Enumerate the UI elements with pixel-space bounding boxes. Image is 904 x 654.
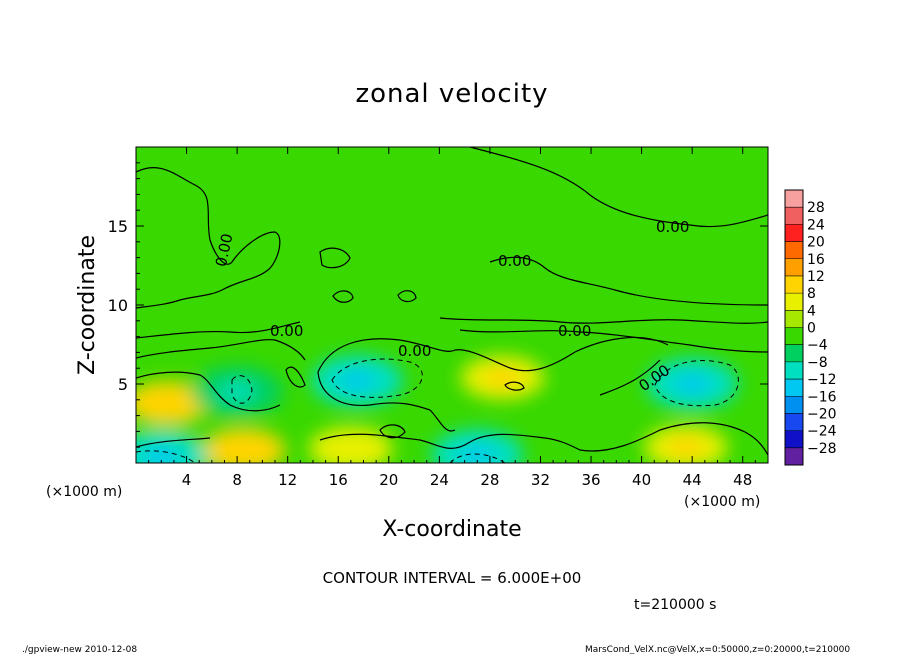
colorbar-swatch [785,361,803,380]
colorbar-swatch [785,344,803,363]
field-blob-core [332,438,369,459]
colorbar-label: −4 [807,338,828,354]
contour-label: 0.00 [656,218,689,236]
dashed-contours [136,358,739,463]
y-tick-label: 10 [108,296,128,315]
x-tick-label: 32 [531,471,550,489]
colorbar-label: −24 [807,424,837,440]
x-tick-label: 24 [430,471,449,489]
colorbar-label: 0 [807,321,816,337]
colorbar-swatch [785,379,803,397]
colorbar-label: 8 [807,286,816,302]
footer-left: ./gpview-new 2010-12-08 [22,645,137,654]
colorbar-swatch [785,258,803,277]
field-blob-core [339,370,376,391]
field-blob-core [674,374,711,394]
colorbar-label: 28 [807,200,825,216]
field-blob-core [667,437,704,458]
colorbar-swatch [785,430,803,449]
colorbar-label: −20 [807,406,837,422]
time-stamp: t=210000 s [634,597,716,613]
field-blob-core [225,440,262,461]
colorbar-swatch [785,224,803,242]
y-tick-label: 5 [118,375,128,394]
colorbar-swatch [785,190,803,208]
contour-label: 0.00 [498,252,531,270]
footer-right: MarsCond_VelX.nc@VelX,x=0:50000,z=0:2000… [585,645,850,654]
x-tick-label: 4 [182,471,192,489]
x-tick-label: 20 [379,471,398,489]
contour-label: 0.00 [558,322,591,340]
colorbar-swatch [785,207,803,225]
x-axis: 4 8 12 16 20 24 28 32 36 40 44 48 [148,147,769,489]
y-axis-label: Z-coordinate [75,235,100,375]
x-unit-label-right: (×1000 m) [684,494,760,510]
colorbar-swatch [785,293,803,311]
contour-interval: CONTOUR INTERVAL = 6.000E+00 [323,569,582,587]
contour-lines [136,147,768,456]
x-axis-label: X-coordinate [382,517,521,542]
colorbar-label: 12 [807,269,825,285]
colorbar-swatch [785,275,803,294]
contour-label: 0.00 [270,322,303,340]
x-tick-label: 36 [581,471,600,489]
colorbar-label: 4 [807,303,816,319]
x-tick-label: 44 [683,471,702,489]
field-blob-core [219,381,256,402]
field-blob-core [484,367,521,388]
x-unit-label-left: (×1000 m) [46,484,122,500]
colorbar-swatch [785,310,803,328]
colorbar-swatch [785,413,803,431]
colorbar-swatch [785,241,803,260]
x-tick-label: 16 [329,471,348,489]
x-tick-label: 40 [632,471,651,489]
x-tick-label: 8 [232,471,242,489]
contour-label: 0.00 [398,342,431,360]
colorbar-label: 16 [807,252,825,268]
field-blob-core [149,392,186,413]
y-axis: 5 10 15 [108,162,768,448]
colorbar-swatch [785,327,803,345]
x-tick-label: 28 [480,471,499,489]
colorbar-label: −12 [807,372,837,388]
colorbar-label: −28 [807,441,837,457]
colorbar-label: −8 [807,355,828,371]
colorbar-swatch [785,396,803,414]
colorbar-swatch [785,447,803,466]
colorbar-label: 20 [807,235,825,251]
colorbar-label: −16 [807,389,837,405]
y-tick-label: 15 [108,217,128,236]
x-tick-label: 12 [278,471,297,489]
x-tick-label: 48 [733,471,752,489]
chart-title: zonal velocity [355,79,548,109]
colorbar-label: 24 [807,217,825,233]
field-blob-core [143,446,180,463]
